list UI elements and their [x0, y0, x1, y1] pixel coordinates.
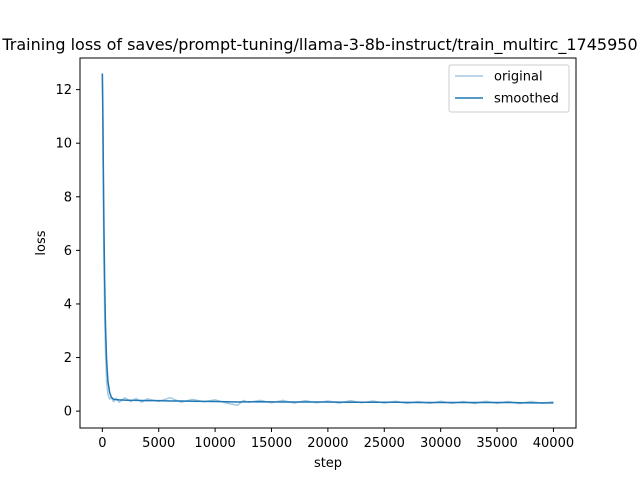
y-tick-label: 4: [64, 297, 72, 312]
legend-smoothed-label: smoothed: [494, 92, 559, 107]
y-tick-label: 6: [64, 244, 72, 259]
series-original-line: [101, 73, 554, 406]
x-tick-label: 20000: [307, 436, 348, 451]
x-axis: 0 5000 10000 15000 20000 25000 30000 35000 40000: [98, 428, 574, 451]
x-tick-label: 5000: [142, 436, 175, 451]
y-tick-label: 8: [64, 190, 72, 205]
y-axis-label: loss: [34, 230, 49, 255]
chart-title: Training loss of saves/prompt-tuning/lla…: [1, 35, 637, 55]
y-tick-label: 0: [64, 405, 72, 420]
series-smoothed-line: [101, 73, 554, 404]
legend-box: [448, 64, 570, 113]
x-tick-label: 15000: [251, 436, 292, 451]
legend: original smoothed: [448, 64, 570, 113]
x-tick-label: 40000: [533, 436, 574, 451]
x-tick-label: 25000: [364, 436, 405, 451]
x-tick-label: 30000: [420, 436, 461, 451]
x-axis-label: step: [314, 456, 342, 471]
x-tick-label: 0: [98, 436, 106, 451]
y-axis: 0 2 4 6 8 10 12: [55, 83, 80, 420]
plot-frame: [79, 57, 577, 429]
y-tick-label: 10: [55, 137, 72, 152]
y-tick-label: 2: [64, 351, 72, 366]
x-tick-label: 10000: [194, 436, 235, 451]
series-layer: [101, 73, 554, 406]
y-tick-label: 12: [55, 83, 72, 98]
legend-original-label: original: [494, 70, 543, 85]
x-tick-label: 35000: [476, 436, 517, 451]
